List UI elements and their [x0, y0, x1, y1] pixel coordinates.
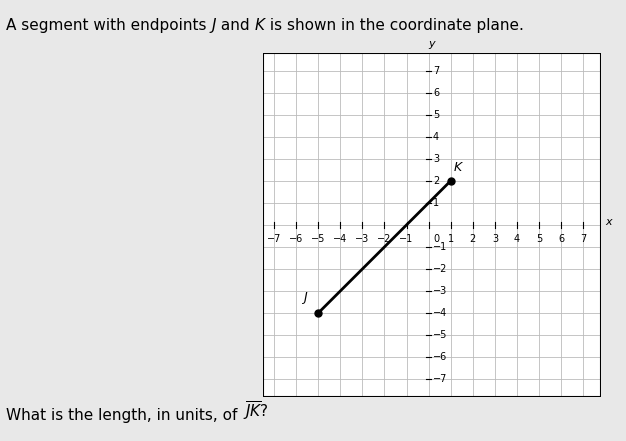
Text: 6: 6	[558, 234, 564, 244]
Text: 2: 2	[433, 176, 439, 186]
Text: −5: −5	[311, 234, 326, 244]
Text: y: y	[429, 38, 435, 49]
Text: 4: 4	[433, 132, 439, 142]
Text: 2: 2	[470, 234, 476, 244]
Text: −7: −7	[267, 234, 281, 244]
Text: $\overline{JK}$?: $\overline{JK}$?	[242, 400, 269, 423]
Text: −1: −1	[399, 234, 414, 244]
Text: −4: −4	[333, 234, 347, 244]
Text: K: K	[255, 18, 265, 33]
Text: −1: −1	[433, 242, 448, 252]
Text: −3: −3	[433, 286, 448, 296]
Text: 7: 7	[580, 234, 587, 244]
Text: 6: 6	[433, 88, 439, 97]
Text: is shown in the coordinate plane.: is shown in the coordinate plane.	[265, 18, 523, 33]
Text: 4: 4	[514, 234, 520, 244]
Text: 3: 3	[492, 234, 498, 244]
Text: 0: 0	[433, 234, 439, 244]
Text: J: J	[212, 18, 216, 33]
Text: −7: −7	[433, 374, 448, 384]
Text: 3: 3	[433, 154, 439, 164]
Text: 7: 7	[433, 66, 439, 75]
Text: and: and	[216, 18, 255, 33]
Text: −3: −3	[355, 234, 369, 244]
Text: −2: −2	[377, 234, 392, 244]
Text: 5: 5	[433, 110, 439, 120]
Text: 1: 1	[433, 198, 439, 208]
Text: x: x	[605, 217, 612, 227]
Text: What is the length, in units, of: What is the length, in units, of	[6, 408, 242, 423]
Text: −4: −4	[433, 308, 448, 318]
Text: 5: 5	[536, 234, 542, 244]
Text: K: K	[454, 161, 462, 174]
Text: −2: −2	[433, 264, 448, 274]
Text: −6: −6	[289, 234, 303, 244]
Text: −5: −5	[433, 330, 448, 340]
Text: 1: 1	[448, 234, 454, 244]
Text: −6: −6	[433, 352, 448, 362]
Text: A segment with endpoints: A segment with endpoints	[6, 18, 212, 33]
Text: J: J	[304, 292, 307, 304]
